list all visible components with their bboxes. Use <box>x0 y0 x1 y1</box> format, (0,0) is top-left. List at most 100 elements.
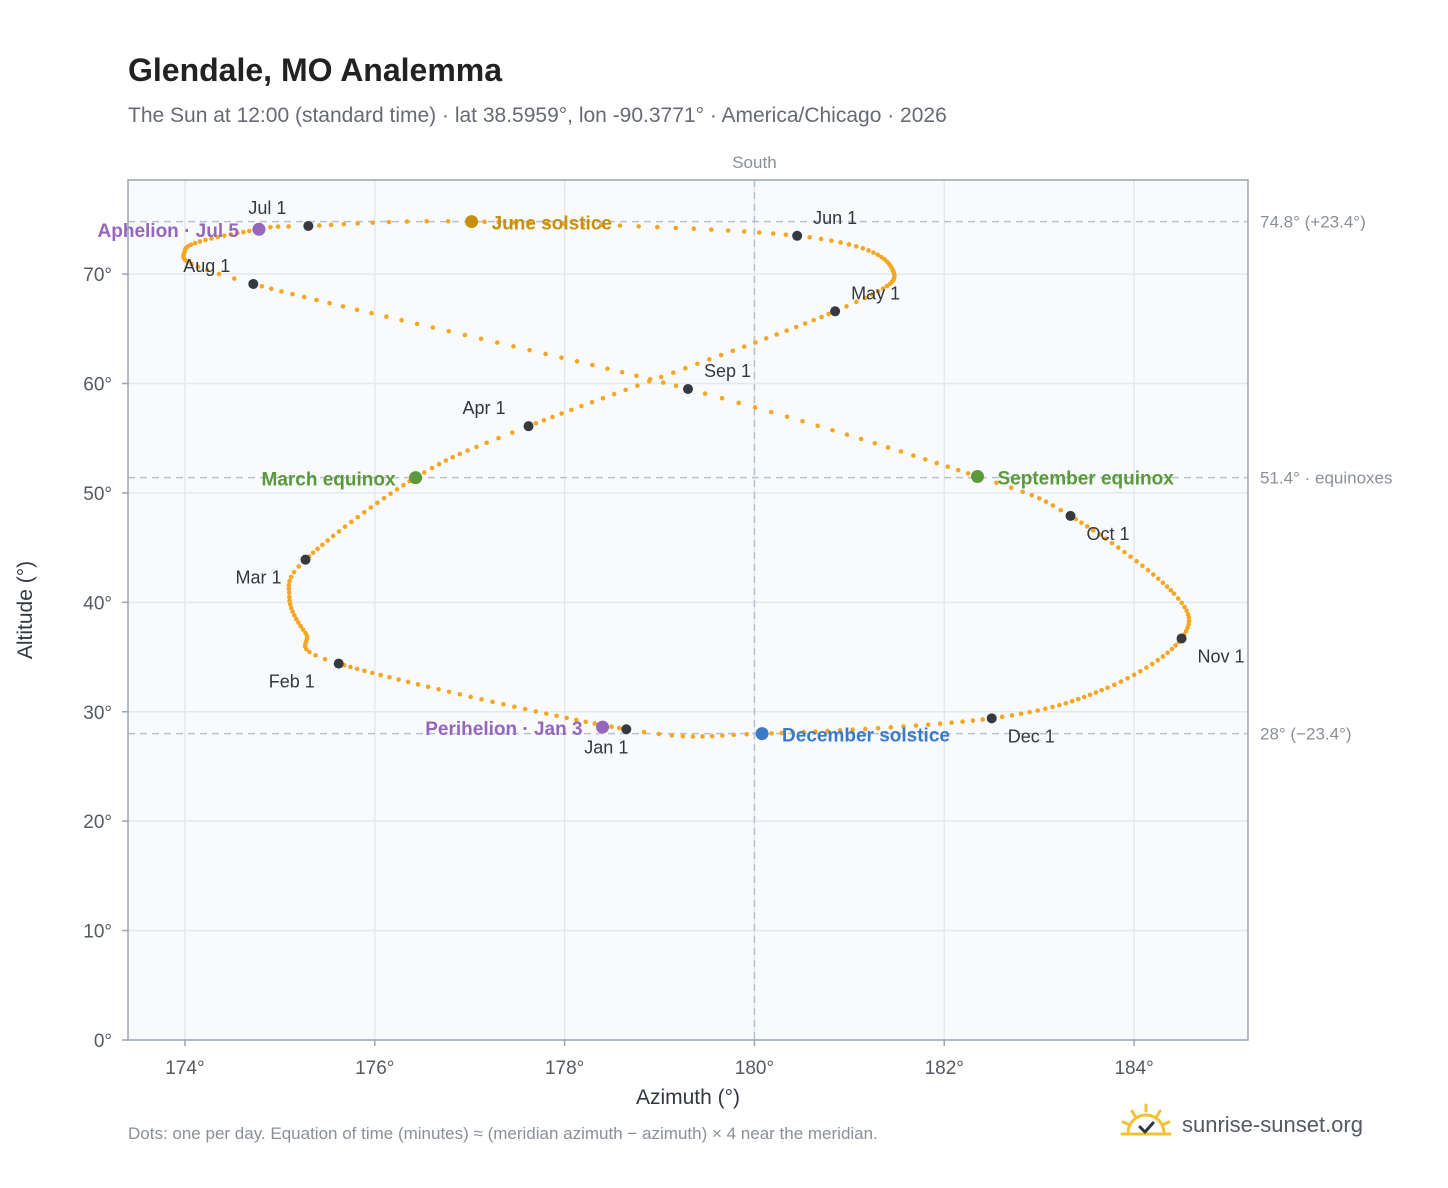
daily-dot <box>228 232 234 237</box>
daily-dot <box>510 430 515 435</box>
daily-dot <box>1145 567 1151 573</box>
x-tick-label: 182° <box>925 1058 964 1079</box>
daily-dot <box>474 444 479 450</box>
daily-dot <box>707 357 712 362</box>
daily-dot <box>562 221 567 227</box>
daily-dot <box>592 721 598 726</box>
daily-dot <box>320 542 325 548</box>
daily-dot <box>287 594 292 600</box>
daily-dot <box>559 411 564 416</box>
daily-dot <box>462 332 468 338</box>
reference-line-label: 74.8° (+23.4°) <box>1260 213 1366 232</box>
y-axis-title: Altitude (°) <box>14 561 37 659</box>
reference-line-label: 28° (−23.4°) <box>1260 725 1352 744</box>
daily-dot <box>815 423 821 429</box>
daily-dot <box>1155 576 1161 582</box>
daily-dot <box>541 417 547 423</box>
daily-dot <box>1081 694 1087 700</box>
daily-dot <box>325 538 330 543</box>
daily-dot <box>512 704 517 709</box>
chart-subtitle: The Sun at 12:00 (standard time) · lat 3… <box>128 104 947 127</box>
daily-dot <box>580 222 586 227</box>
daily-dot <box>511 344 516 349</box>
daily-dot <box>414 321 420 327</box>
daily-dot <box>719 395 725 401</box>
daily-dot <box>328 222 334 228</box>
daily-dot <box>590 362 595 368</box>
daily-dot <box>287 601 293 607</box>
daily-dot <box>658 374 664 380</box>
daily-dot <box>825 728 830 734</box>
daily-dot <box>300 627 306 632</box>
daily-dot <box>661 380 666 385</box>
month-label: Oct 1 <box>1087 524 1130 544</box>
daily-dot <box>880 286 886 291</box>
daily-dot <box>533 421 539 426</box>
daily-dot <box>301 294 307 300</box>
daily-dot <box>429 465 435 471</box>
brand-logo[interactable]: sunrise-sunset.org <box>1120 1100 1363 1150</box>
daily-dot <box>784 414 790 419</box>
daily-dot <box>869 292 875 297</box>
reference-line-label: 51.4° · equinoxes <box>1260 469 1393 488</box>
event-marker <box>755 727 769 741</box>
event-label: March equinox <box>262 470 397 491</box>
daily-dot <box>1183 628 1189 634</box>
daily-dot <box>494 340 500 345</box>
month-marker <box>1176 633 1187 644</box>
daily-dot <box>846 242 852 247</box>
x-tick-label: 174° <box>165 1058 204 1079</box>
daily-dot <box>396 677 401 682</box>
daily-dot <box>368 505 374 510</box>
daily-dot <box>189 261 194 267</box>
daily-dot <box>949 720 954 725</box>
daily-dot <box>1008 485 1014 491</box>
daily-dot <box>511 220 517 225</box>
event-marker <box>252 222 266 236</box>
daily-dot <box>574 359 580 364</box>
daily-dot <box>197 239 203 244</box>
daily-dot <box>490 699 495 705</box>
month-marker <box>830 306 841 317</box>
daily-dot <box>925 722 931 727</box>
daily-dot <box>195 264 201 270</box>
daily-dot <box>655 224 660 230</box>
daily-dot <box>862 295 868 301</box>
daily-dot <box>634 373 639 379</box>
daily-dot <box>888 725 894 730</box>
daily-dot <box>298 623 303 629</box>
daily-dot <box>445 218 451 224</box>
daily-dot <box>850 727 855 732</box>
daily-dot <box>901 724 906 729</box>
y-tick-label: 20° <box>83 812 112 833</box>
daily-dot <box>370 670 375 676</box>
event-marker <box>409 471 423 485</box>
y-tick-label: 60° <box>83 375 112 396</box>
daily-dot <box>802 321 808 326</box>
month-label: Nov 1 <box>1198 646 1245 666</box>
event-marker <box>465 215 479 229</box>
daily-dot <box>898 449 904 454</box>
event-marker <box>596 720 610 734</box>
daily-dot <box>829 238 834 243</box>
daily-dot <box>863 726 868 732</box>
daily-dot <box>479 697 484 702</box>
daily-dot <box>527 220 533 226</box>
daily-dot <box>605 366 610 371</box>
plot-background <box>128 180 1248 1040</box>
daily-dot <box>362 668 367 674</box>
daily-dot <box>468 694 473 700</box>
daily-dot <box>980 717 986 722</box>
daily-dot <box>611 391 617 397</box>
daily-dot <box>310 550 316 556</box>
daily-dot <box>866 248 871 253</box>
daily-dot <box>1140 563 1145 569</box>
daily-dot <box>830 427 835 433</box>
daily-dot <box>268 286 274 292</box>
daily-dot <box>450 454 455 460</box>
daily-dot <box>315 546 320 552</box>
daily-dot <box>763 336 769 341</box>
daily-dot <box>1115 545 1121 550</box>
daily-dot <box>752 405 758 410</box>
month-marker <box>986 713 997 724</box>
